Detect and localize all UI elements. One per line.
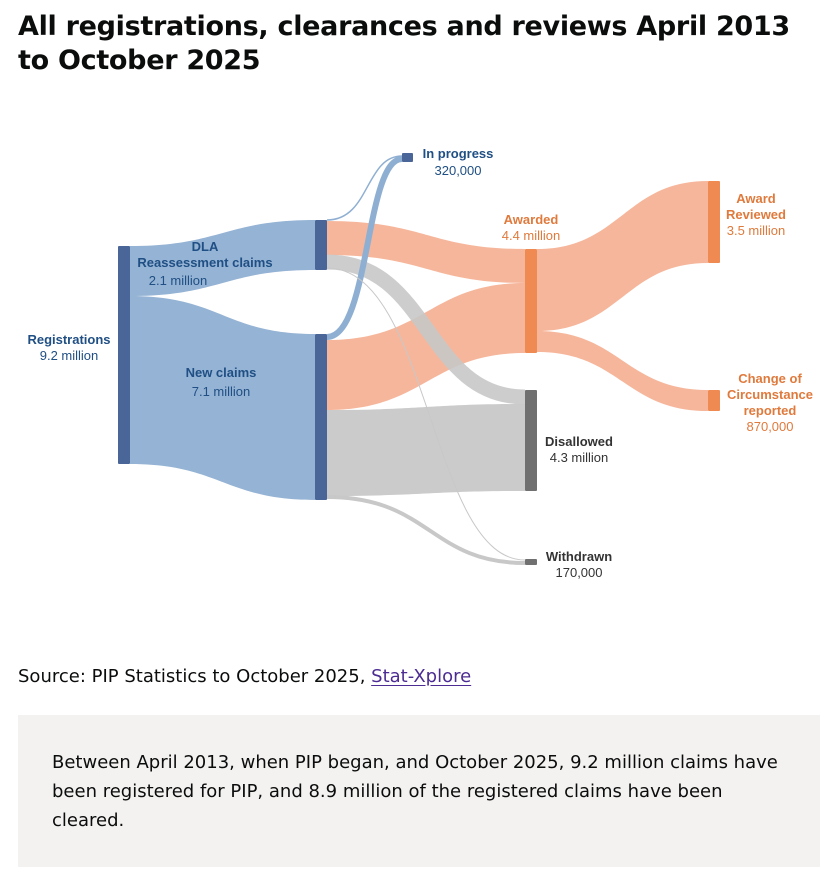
label-new-name: New claims <box>186 365 257 380</box>
stat-xplore-link[interactable]: Stat-Xplore <box>371 666 472 687</box>
flow-awarded-coc <box>537 331 708 411</box>
label-disallowed-value: 4.3 million <box>550 450 609 465</box>
sankey-nodes <box>118 153 720 565</box>
node-coc <box>708 390 720 411</box>
node-disallowed <box>525 390 537 491</box>
sankey-labels: Registrations 9.2 million DLA Reassessme… <box>27 146 813 580</box>
node-award-reviewed <box>708 181 720 263</box>
node-dla <box>315 220 327 270</box>
source-line: Source: PIP Statistics to October 2025, … <box>18 666 471 687</box>
flow-registrations-dla <box>130 220 315 296</box>
label-dla-value: 2.1 million <box>149 273 208 288</box>
flow-registrations-new <box>130 296 315 500</box>
label-coc-name2: Circumstance <box>727 387 813 402</box>
label-reviewed-name1: Award <box>736 191 776 206</box>
label-withdrawn-value: 170,000 <box>556 565 603 580</box>
label-coc-name1: Change of <box>738 371 802 386</box>
node-awarded <box>525 249 537 353</box>
flow-new-awarded <box>327 283 525 410</box>
label-reviewed-value: 3.5 million <box>727 223 786 238</box>
label-reviewed-name2: Reviewed <box>726 207 786 222</box>
flow-awarded-reviewed <box>537 181 708 331</box>
label-coc-value: 870,000 <box>747 419 794 434</box>
flow-dla-inprogress <box>326 155 403 221</box>
flow-dla-awarded <box>327 221 525 283</box>
node-in-progress <box>402 153 413 162</box>
summary-box: Between April 2013, when PIP began, and … <box>18 715 820 867</box>
label-new-value: 7.1 million <box>192 384 251 399</box>
label-withdrawn-name: Withdrawn <box>546 549 612 564</box>
flow-new-disallowed <box>327 404 525 496</box>
label-inprogress-name: In progress <box>423 146 494 161</box>
flow-dla-withdrawn <box>326 267 526 561</box>
label-inprogress-value: 320,000 <box>435 163 482 178</box>
label-coc-name3: reported <box>744 403 797 418</box>
node-withdrawn <box>525 559 537 565</box>
label-registrations-value: 9.2 million <box>40 348 99 363</box>
sankey-diagram: Registrations 9.2 million DLA Reassessme… <box>27 146 813 580</box>
label-dla-name1: DLA <box>192 239 219 254</box>
page-title: All registrations, clearances and review… <box>18 11 790 76</box>
flow-new-withdrawn <box>326 495 526 565</box>
summary-text: Between April 2013, when PIP began, and … <box>52 752 778 831</box>
sankey-flows <box>130 155 708 565</box>
source-prefix: Source: PIP Statistics to October 2025, <box>18 666 372 687</box>
flow-new-inprogress <box>326 156 403 340</box>
node-new-claims <box>315 334 327 500</box>
label-registrations-name: Registrations <box>27 332 110 347</box>
label-awarded-name: Awarded <box>504 212 559 227</box>
node-registrations <box>118 246 130 464</box>
label-disallowed-name: Disallowed <box>545 434 613 449</box>
label-awarded-value: 4.4 million <box>502 228 561 243</box>
label-dla-name2: Reassessment claims <box>137 255 272 270</box>
